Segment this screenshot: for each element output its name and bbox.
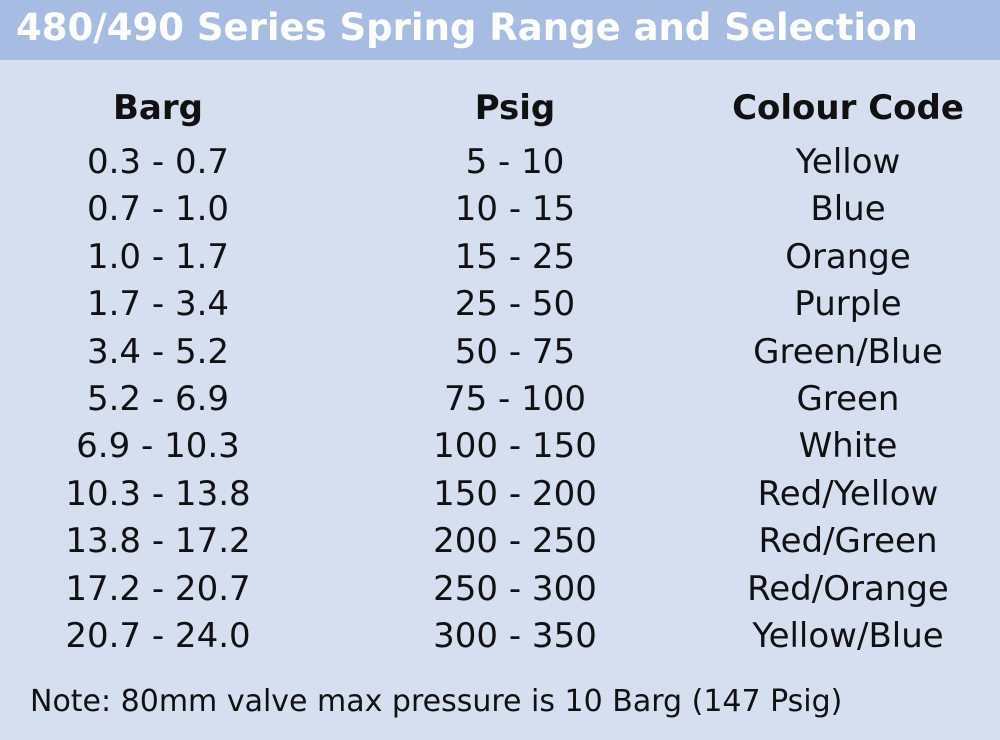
column-header: Barg <box>113 88 203 128</box>
table-cell: 1.0 - 1.7 <box>86 236 230 277</box>
table-cell: 5 - 10 <box>465 142 565 182</box>
table-cell: 50 - 75 <box>454 331 576 372</box>
table-cell: 300 - 350 <box>433 616 597 656</box>
table-cell: 150 - 200 <box>433 473 597 514</box>
table-cell: White <box>798 426 898 467</box>
table-cell: 20.7 - 24.0 <box>65 616 251 656</box>
table-cell: 15 - 25 <box>454 236 576 277</box>
title: 480/490 Series Spring Range and Selectio… <box>16 6 918 49</box>
table-cell: 75 - 100 <box>443 379 587 419</box>
table-cell: 25 - 50 <box>454 284 576 325</box>
table-cell: Green <box>796 379 900 419</box>
table-cell: 13.8 - 17.2 <box>65 521 251 562</box>
table-cell: Orange <box>785 236 911 277</box>
table-cell: Red/Green <box>758 521 938 562</box>
title-bar: 480/490 Series Spring Range and Selectio… <box>0 0 1000 60</box>
table-cell: 1.7 - 3.4 <box>86 284 230 325</box>
table-cell: Red/Orange <box>747 568 949 609</box>
table-cell: 6.9 - 10.3 <box>76 426 240 467</box>
table-cell: 100 - 150 <box>433 426 597 467</box>
column-header: Colour Code <box>732 88 964 128</box>
table-cell: Blue <box>810 189 886 230</box>
table-cell: 10 - 15 <box>454 189 576 230</box>
table-cell: 250 - 300 <box>433 568 597 609</box>
table-cell: Yellow/Blue <box>752 616 944 656</box>
table-cell: 0.3 - 0.7 <box>86 142 230 182</box>
table-cell: 5.2 - 6.9 <box>86 379 230 419</box>
table-cell: 17.2 - 20.7 <box>65 568 251 609</box>
table-cell: Red/Yellow <box>757 473 939 514</box>
table-cell: 3.4 - 5.2 <box>86 331 230 372</box>
table-cell: 10.3 - 13.8 <box>65 473 251 514</box>
table-cell: 0.7 - 1.0 <box>86 189 230 230</box>
note: Note: 80mm valve max pressure is 10 Barg… <box>30 684 843 719</box>
column-header: Psig <box>474 88 556 128</box>
table-cell: Purple <box>794 284 902 325</box>
table-cell: 200 - 250 <box>433 521 597 562</box>
table-cell: Green/Blue <box>753 331 943 372</box>
table-cell: Yellow <box>795 142 901 182</box>
